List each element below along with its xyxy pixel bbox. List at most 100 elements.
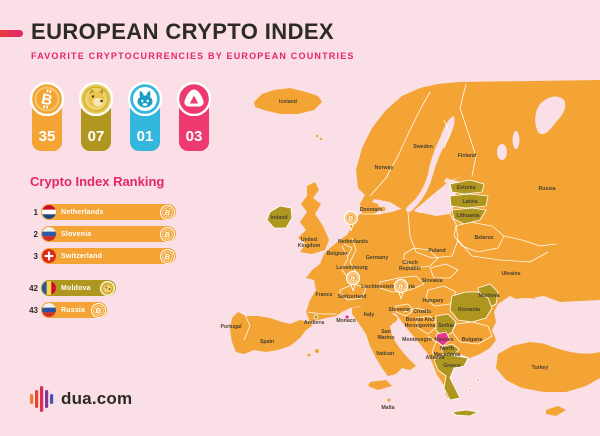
ranking-row-russia: 43 Russia B	[22, 302, 212, 318]
crypto-index-ranking: Crypto Index Ranking 1 Netherlands B 2 Slove…	[22, 174, 212, 324]
flag-nl-icon	[42, 205, 56, 219]
ranking-row-slovenia: 2 Slovenia B	[22, 226, 212, 242]
map-label-italy: Italy	[364, 312, 374, 318]
map-land-iberia	[230, 312, 312, 354]
map-label-finland: Finland	[458, 153, 476, 159]
stat-count: 07	[87, 128, 105, 145]
map-pin-netherlands: B	[343, 210, 359, 232]
map-label-ukraine: Ukraine	[501, 271, 520, 277]
map-label-croatia: Croatia	[413, 309, 431, 315]
dogecoin-coin-icon	[100, 280, 115, 296]
map-label-kosovo: Kosovo	[434, 337, 453, 343]
bitcoin-coin-icon: B	[160, 226, 175, 242]
rank-number: 2	[33, 229, 38, 239]
map-land-monaco	[344, 314, 350, 320]
ranking-row-netherlands: 1 Netherlands B	[22, 204, 212, 220]
map-label-slovenia: Slovenia	[388, 307, 409, 313]
country-bar: Switzerland B	[41, 248, 176, 264]
avalanche-icon	[177, 82, 211, 116]
ranking-row-moldova: 42 Moldova	[22, 280, 212, 296]
dua-logo-icon	[30, 386, 54, 412]
map-label-estonia: Estonia	[457, 185, 476, 191]
country-bar: Moldova	[41, 280, 116, 296]
map-land-latvia	[449, 193, 489, 209]
rank-number: 3	[33, 251, 38, 261]
map-land-ireland	[266, 205, 293, 229]
ranking-row-switzerland: 3 Switzerland B	[22, 248, 212, 264]
map-label-germany: Germany	[366, 255, 389, 261]
map-label-andorra: Andorra	[304, 320, 324, 326]
map-label-liechtenstein: Liechtenstein	[361, 284, 394, 290]
flag-md-icon	[42, 281, 56, 295]
map-label-bosnia-and-herzegovina: Bosnia And Herzegovina	[405, 317, 436, 329]
map-label-luxembourg: Luxembourg	[336, 265, 367, 271]
map-label-denmark: Denmark	[360, 207, 382, 213]
country-name: Switzerland	[61, 252, 103, 260]
map-label-sweden: Sweden	[413, 144, 433, 150]
rank-number: 42	[29, 283, 38, 293]
dogecoin-icon	[79, 82, 113, 116]
map-label-north-macedonia: North Macedonia	[434, 346, 461, 358]
map-land-serbia	[435, 313, 457, 339]
country-name: Netherlands	[61, 208, 104, 216]
map-sea-adriatic	[392, 320, 448, 394]
country-bar: Netherlands B	[41, 204, 176, 220]
pancakeswap-icon	[128, 82, 162, 116]
map-label-belarus: Belarus	[474, 235, 493, 241]
map-label-montenegro: Montenegro	[402, 337, 432, 343]
map-pin-slovenia: B	[393, 278, 409, 300]
map-label-united-kingdom: United Kingdom	[298, 237, 321, 249]
map-label-lithuania: Lithuania	[456, 213, 479, 219]
rank-number: 1	[33, 207, 38, 217]
map-land-lithuania	[451, 207, 487, 225]
map-label-monaco: Monaco	[336, 318, 356, 324]
flag-ru-icon	[42, 303, 56, 317]
map-label-albania: Albania	[426, 355, 445, 361]
svg-text:B: B	[164, 251, 172, 261]
map-land-cyprus	[546, 406, 566, 416]
brand-footer: dua.com	[30, 383, 132, 415]
map-label-vatican: Vatican	[376, 351, 394, 357]
map-land-romania	[449, 291, 493, 323]
map-land-crete	[451, 409, 479, 417]
stat-pancakeswap: 01	[128, 82, 162, 152]
map-land-continent	[306, 176, 600, 398]
page-subtitle: FAVORITE CRYPTOCURRENCIES BY EUROPEAN CO…	[31, 51, 355, 61]
map-label-portugal: Portugal	[220, 324, 242, 330]
map-land-iceland	[254, 88, 322, 114]
map-label-belgium: Belgium	[327, 251, 348, 257]
stat-dogecoin: 07	[79, 82, 113, 152]
map-label-romania: Romania	[458, 307, 480, 313]
map-land-turkey	[496, 342, 600, 392]
map-sea-black-sea	[498, 298, 600, 354]
svg-text:B: B	[398, 283, 404, 291]
svg-text:B: B	[348, 215, 354, 223]
map-label-switzerland: Switzerland	[338, 294, 367, 300]
country-bar: Russia B	[41, 302, 107, 318]
map-label-poland: Poland	[428, 248, 445, 254]
map-sea-white-sea	[535, 96, 566, 135]
rank-number: 43	[29, 305, 38, 315]
map-label-france: France	[315, 292, 332, 298]
map-label-moldova: Moldova	[478, 293, 499, 299]
map-label-san-marino: San Marino	[377, 329, 394, 341]
map-pin-switzerland: B	[345, 270, 361, 292]
map-label-greece: Greece	[443, 363, 461, 369]
map-label-hungary: Hungary	[422, 298, 443, 304]
map-label-ireland: Ireland	[270, 215, 287, 221]
svg-text:B: B	[40, 91, 54, 110]
map-land-uk	[298, 182, 329, 254]
map-land-north-macedonia	[440, 343, 460, 358]
map-label-norway: Norway	[375, 165, 394, 171]
map-land-greece	[433, 353, 469, 401]
svg-text:B: B	[164, 229, 172, 239]
map-label-spain: Spain	[260, 339, 274, 345]
country-name: Slovenia	[61, 230, 92, 238]
page-title: EUROPEAN CRYPTO INDEX	[31, 19, 335, 44]
flag-si-icon	[42, 227, 56, 241]
map-label-czech-republic: Czech Republic	[399, 260, 421, 272]
stat-count: 03	[185, 128, 203, 145]
bitcoin-icon: B	[30, 82, 64, 116]
